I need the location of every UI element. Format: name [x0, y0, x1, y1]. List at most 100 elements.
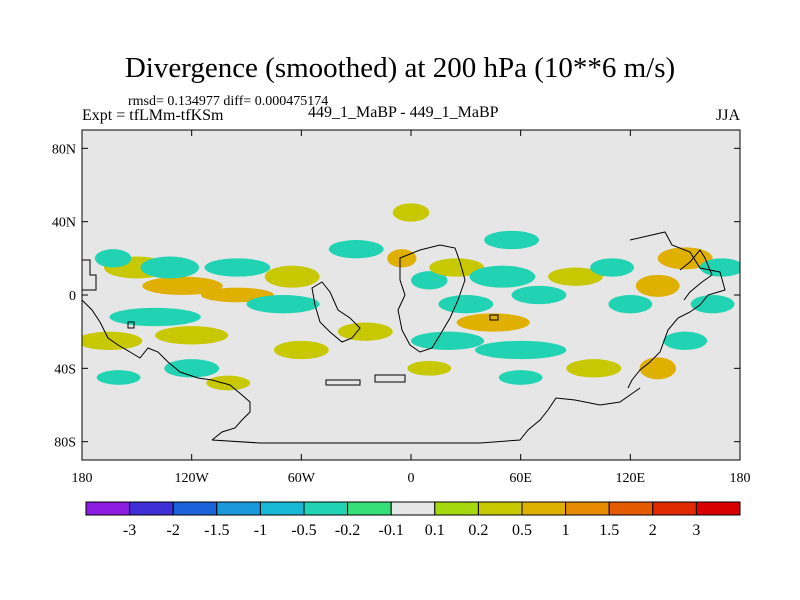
x-tick-label-1: 120W [175, 471, 210, 486]
coastline-europe [311, 281, 361, 343]
coastline-australia [627, 231, 726, 389]
field-anomaly-18 [411, 271, 448, 290]
divergence-field [82, 203, 740, 391]
field-anomaly-31 [608, 295, 653, 314]
x-tick-label-6: 180 [730, 471, 751, 486]
field-anomaly-16 [392, 203, 430, 222]
coastlines [82, 231, 726, 444]
y-tick-label-0: 80N [52, 142, 76, 157]
field-anomaly-4 [94, 249, 132, 268]
field-anomaly-20 [469, 265, 536, 288]
coastline-south-america [82, 299, 251, 441]
colorbar-box-1 [129, 501, 174, 516]
field-anomaly-17 [387, 249, 417, 268]
colorbar-label-4: -0.5 [291, 522, 316, 539]
field-anomaly-15 [328, 240, 384, 259]
field-anomaly-24 [456, 313, 530, 332]
coastline-island-2 [374, 374, 406, 383]
field-anomaly-8 [246, 295, 320, 314]
coastline-north-america [82, 259, 97, 291]
experiment-label: Expt = tfLMm-tfKSm [82, 107, 224, 124]
coastline-island-4 [127, 321, 135, 329]
field-anomaly-26 [474, 340, 567, 360]
stats-text: rmsd= 0.134977 diff= 0.000475174 [128, 94, 329, 109]
x-tick-label-3: 0 [408, 471, 415, 486]
field-anomaly-12 [96, 370, 141, 385]
coastline-antarctica [211, 387, 641, 444]
colorbar-box-6 [347, 501, 392, 516]
colorbar-box-2 [172, 501, 218, 516]
colorbar-box-14 [695, 501, 741, 516]
colorbar-box-5 [303, 501, 349, 516]
field-anomaly-14 [206, 375, 251, 391]
field-anomaly-30 [590, 258, 634, 277]
colorbar-box-0 [85, 501, 131, 516]
colorbar-box-4 [259, 501, 305, 516]
field-anomaly-28 [407, 361, 452, 376]
season-label: JJA [716, 107, 741, 124]
field-anomaly-38 [566, 359, 622, 378]
colorbar-label-3: -1 [254, 522, 267, 539]
colorbar-box-3 [216, 501, 261, 516]
colorbar: -3 -2 -1.5 -1 -0.5 -0.2 -0.1 0.1 0.2 0.5 1 1.5 2 3 [85, 501, 741, 539]
colorbar-box-10 [521, 501, 567, 516]
y-tick-label-4: 80S [54, 436, 76, 451]
y-tick-label-3: 40S [54, 362, 76, 377]
colorbar-label-1: -2 [167, 522, 180, 539]
colorbar-box-8 [434, 501, 479, 516]
field-anomaly-27 [337, 322, 393, 341]
field-anomaly-36 [663, 331, 708, 351]
y-tick-label-1: 40N [52, 216, 76, 231]
field-anomaly-5 [140, 256, 199, 279]
chart-title: Divergence (smoothed) at 200 hPa (10**6 … [124, 52, 676, 84]
field-anomaly-1 [142, 276, 223, 296]
field-anomaly-34 [699, 258, 740, 277]
field-anomaly-37 [639, 357, 677, 380]
x-tick-label-2: 60W [288, 471, 316, 486]
field-anomaly-13 [164, 359, 220, 378]
field-anomaly-33 [657, 247, 713, 270]
field-anomaly-9 [82, 331, 143, 350]
y-tick-label-2: 0 [69, 289, 76, 304]
runs-label: 449_1_MaBP - 449_1_MaBP [308, 104, 499, 121]
coastline-asia [679, 249, 713, 301]
colorbar-label-7: 0.1 [425, 522, 445, 539]
colorbar-label-6: -0.1 [379, 522, 404, 539]
colorbar-label-10: 1 [562, 522, 570, 539]
colorbar-box-7 [390, 501, 436, 516]
plot-background [82, 130, 740, 460]
x-tick-label-0: 180 [72, 471, 93, 486]
field-anomaly-3 [264, 265, 320, 288]
colorbar-box-11 [565, 501, 610, 516]
axes: 180 120W 60W 0 60E 120E 180 80N 40N 0 40S 80S [52, 130, 751, 486]
colorbar-box-12 [608, 501, 654, 516]
field-anomaly-35 [690, 295, 735, 314]
colorbar-label-13: 3 [692, 522, 700, 539]
field-anomaly-10 [155, 326, 229, 345]
field-anomaly-39 [498, 370, 543, 385]
field-anomaly-22 [438, 295, 494, 314]
field-anomaly-19 [429, 258, 485, 277]
colorbar-label-9: 0.5 [512, 522, 532, 539]
field-anomaly-7 [109, 307, 201, 327]
coastline-island-1 [325, 379, 361, 386]
x-tick-label-5: 120E [616, 471, 646, 486]
colorbar-box-9 [477, 501, 523, 516]
coastline-africa [397, 244, 466, 353]
coastline-island-3 [489, 314, 499, 321]
field-anomaly-23 [511, 285, 567, 305]
field-anomaly-32 [635, 274, 680, 297]
field-anomaly-25 [411, 331, 485, 351]
colorbar-label-11: 1.5 [599, 522, 619, 539]
colorbar-label-0: -3 [123, 522, 136, 539]
colorbar-box-13 [652, 501, 697, 516]
field-anomaly-6 [204, 258, 271, 277]
field-anomaly-29 [548, 267, 603, 286]
colorbar-label-8: 0.2 [468, 522, 488, 539]
field-anomaly-21 [484, 230, 539, 250]
field-anomaly-11 [273, 340, 329, 360]
x-tick-label-4: 60E [509, 471, 532, 486]
colorbar-label-12: 2 [649, 522, 657, 539]
colorbar-label-5: -0.2 [335, 522, 360, 539]
